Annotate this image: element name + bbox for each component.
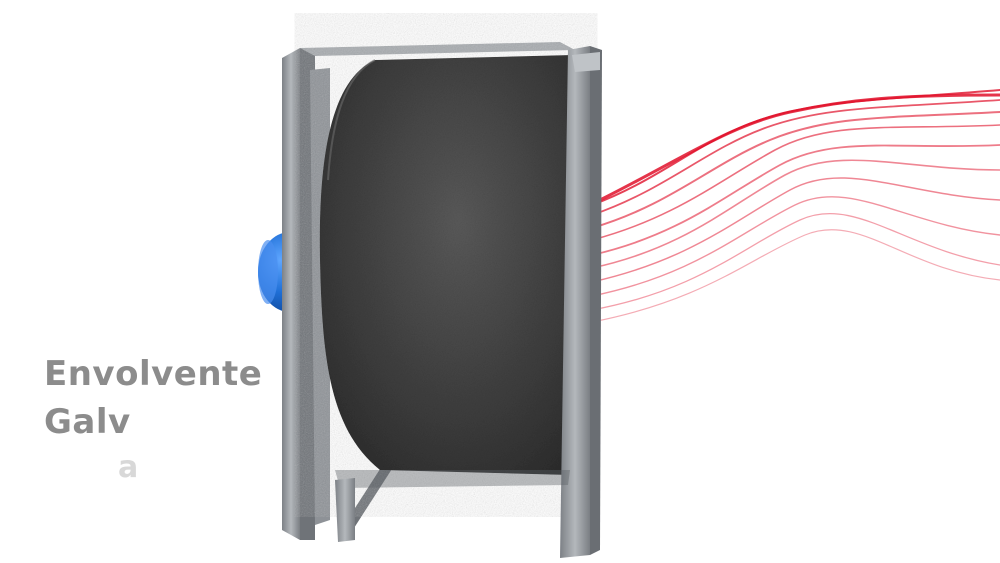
front-frame <box>335 46 602 558</box>
caption-fragment: a <box>118 450 139 485</box>
airflow-lines <box>591 89 1000 323</box>
caption-line-2: Galv <box>44 402 131 442</box>
caption-line-1: Envolvente <box>44 354 263 394</box>
fan-housing <box>319 55 572 475</box>
caption: Envolvente Galv <box>44 350 262 446</box>
support-frame <box>282 42 575 540</box>
